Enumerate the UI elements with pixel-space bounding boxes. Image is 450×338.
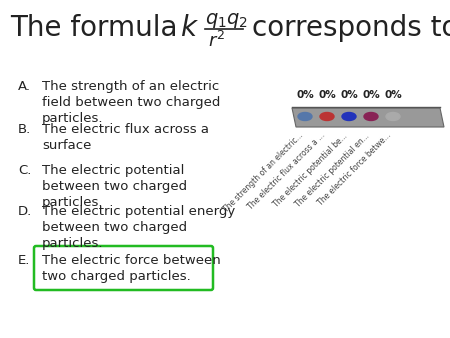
Text: 0%: 0% (318, 90, 336, 100)
Text: 0%: 0% (296, 90, 314, 100)
Ellipse shape (298, 113, 312, 121)
Text: $k$: $k$ (180, 14, 199, 42)
Text: The electric flux across a ...: The electric flux across a ... (246, 131, 327, 212)
Text: $r^2$: $r^2$ (208, 31, 225, 51)
Text: The strength of an electric
field between two charged
particles.: The strength of an electric field betwee… (42, 80, 220, 125)
Text: The electric force betwe...: The electric force betwe... (316, 131, 393, 208)
Text: C.: C. (18, 164, 32, 177)
Text: 0%: 0% (384, 90, 402, 100)
Text: D.: D. (18, 205, 32, 218)
Ellipse shape (342, 113, 356, 121)
Text: E.: E. (18, 254, 31, 267)
Text: The strength of an electric...: The strength of an electric... (222, 131, 305, 214)
Polygon shape (292, 108, 444, 127)
Text: The electric potential be...: The electric potential be... (271, 131, 349, 209)
Text: The electric potential en...: The electric potential en... (293, 131, 371, 209)
Ellipse shape (386, 113, 400, 121)
Text: $q_1q_2$: $q_1q_2$ (205, 11, 248, 30)
Text: 0%: 0% (362, 90, 380, 100)
Text: The electric potential energy
between two charged
particles.: The electric potential energy between tw… (42, 205, 235, 250)
Ellipse shape (320, 113, 334, 121)
Text: 0%: 0% (340, 90, 358, 100)
Text: A.: A. (18, 80, 31, 93)
Text: The electric potential
between two charged
particles.: The electric potential between two charg… (42, 164, 187, 209)
Text: corresponds to: corresponds to (252, 14, 450, 42)
Text: The formula: The formula (10, 14, 177, 42)
Text: B.: B. (18, 123, 31, 136)
Ellipse shape (364, 113, 378, 121)
Text: The electric flux across a
surface: The electric flux across a surface (42, 123, 209, 152)
Text: The electric force between
two charged particles.: The electric force between two charged p… (42, 254, 221, 283)
